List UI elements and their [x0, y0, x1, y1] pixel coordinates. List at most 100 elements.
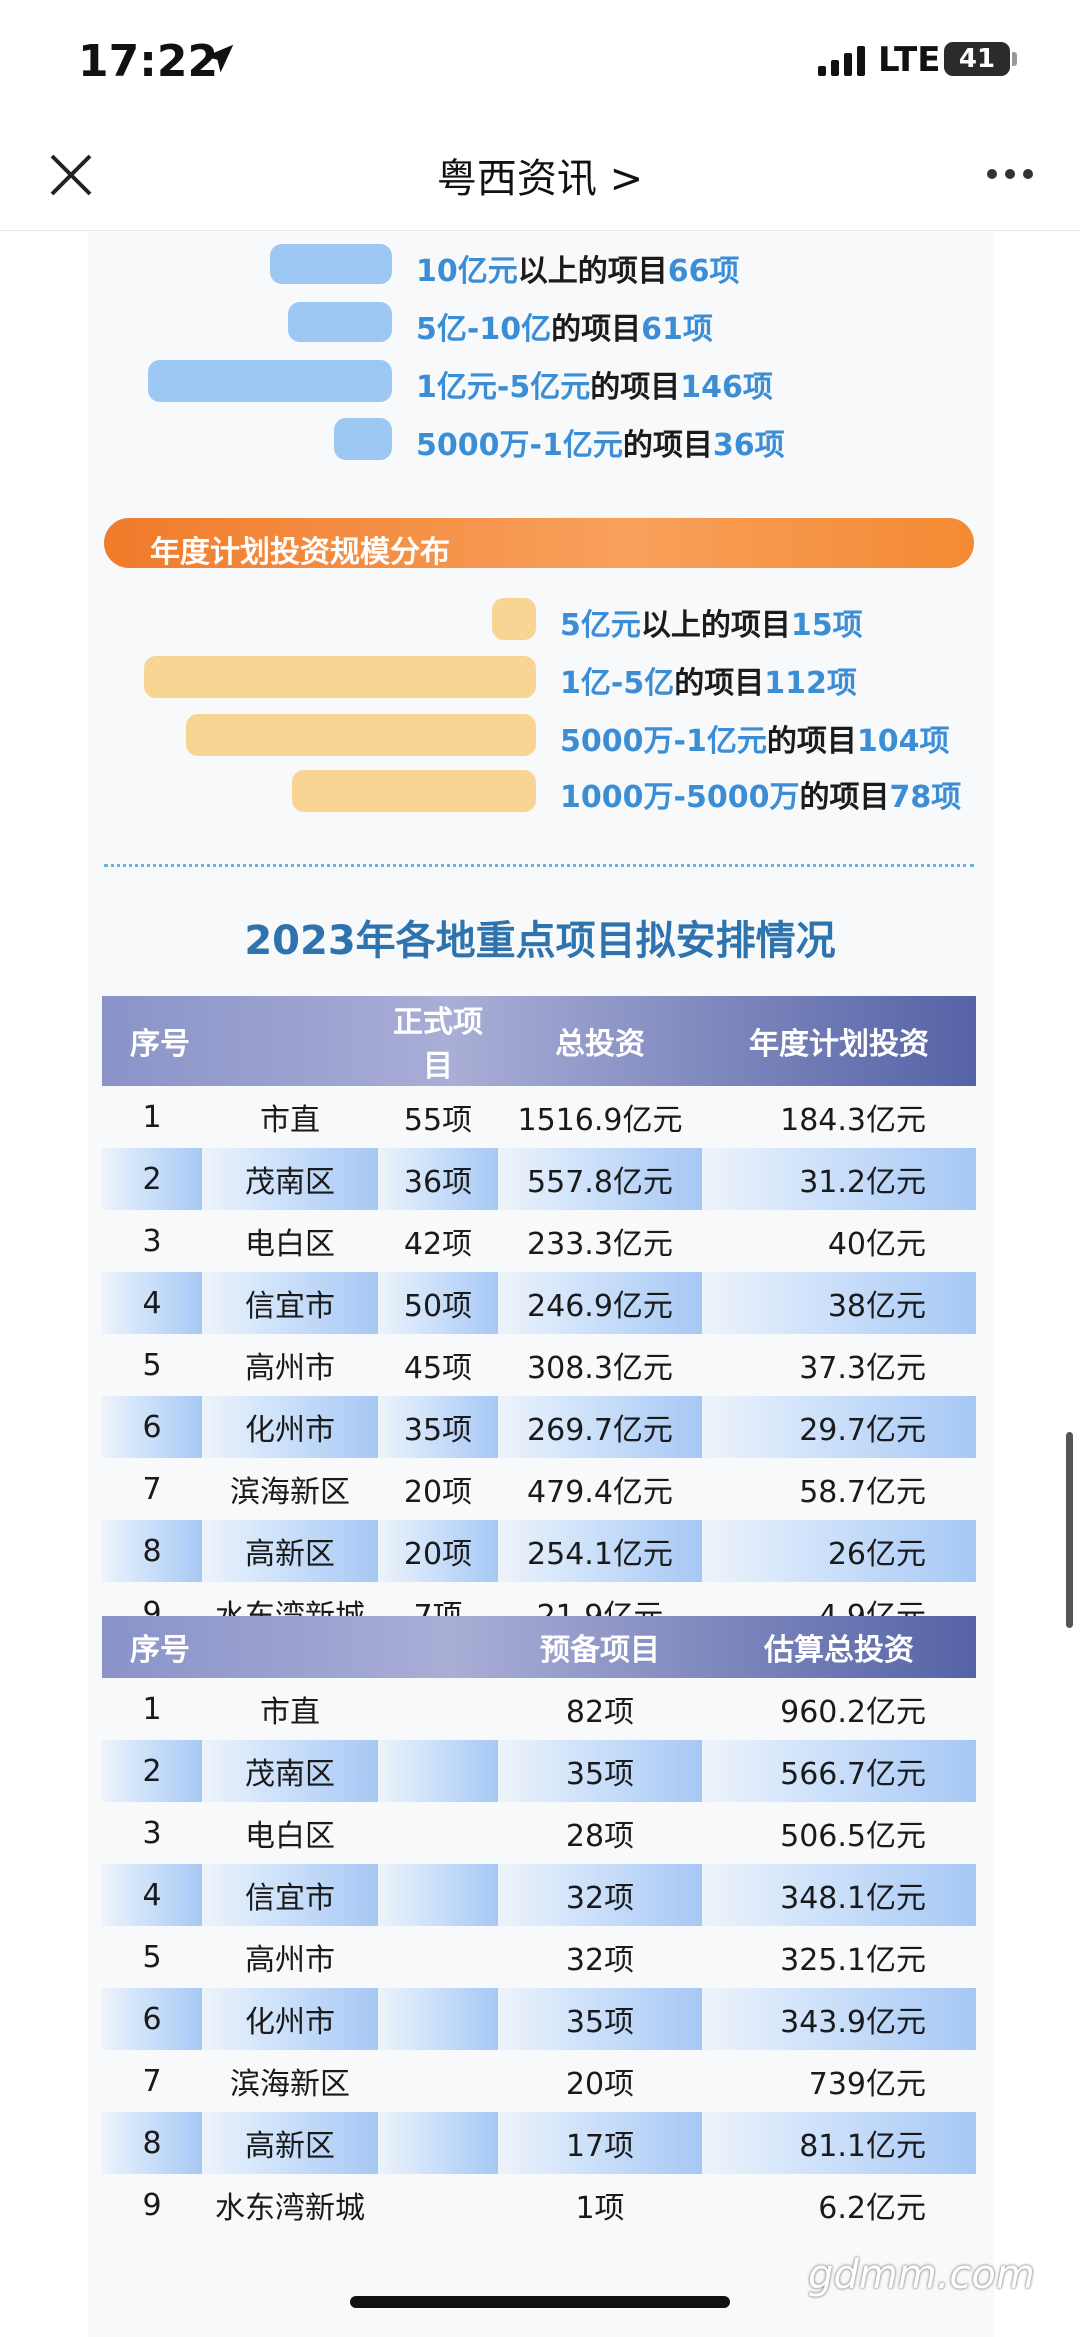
- cell-region: 电白区: [245, 1227, 335, 1262]
- cell-region: 滨海新区: [230, 2067, 350, 2102]
- cell-index: 8: [102, 1520, 202, 1582]
- battery-tip: [1012, 52, 1017, 66]
- cell-index: 9: [142, 1595, 162, 1631]
- table-row: 2 茂南区 36项 557.8亿元 31.2亿元: [102, 1148, 976, 1210]
- account-title-link[interactable]: 粤西资讯 >: [436, 156, 644, 202]
- cell-total-investment: 21.9亿元: [536, 1599, 664, 1634]
- cell-total-investment: 233.3亿元: [527, 1227, 673, 1262]
- cell-total-investment: 479.4亿元: [527, 1475, 673, 1510]
- cell-index: 2: [102, 1740, 202, 1802]
- table-row: 4 信宜市 32项 348.1亿元: [102, 1864, 976, 1926]
- table-row: 4 信宜市 50项 246.9亿元 38亿元: [102, 1272, 976, 1334]
- table-header: 序号 预备项目 估算总投资: [102, 1616, 976, 1678]
- cell-reserve-count: 28项: [565, 1819, 635, 1854]
- annual-scale-bar: [492, 598, 536, 640]
- cell-estimate-investment: 566.7亿元: [702, 1740, 976, 1802]
- table-row: 9 水东湾新城 7项 21.9亿元 4.9亿元: [102, 1582, 976, 1644]
- cell-region: 高州市: [245, 1351, 335, 1386]
- invest-scale-label: 1亿元-5亿元的项目146项: [416, 370, 773, 405]
- cell-formal-count: 36项: [378, 1148, 498, 1210]
- cell-region: 电白区: [245, 1819, 335, 1854]
- annual-scale-label: 5亿元以上的项目15项: [560, 608, 863, 643]
- cell-index: 3: [142, 1223, 162, 1259]
- annual-plan-banner: 年度计划投资规模分布: [104, 518, 974, 570]
- table-row: 6 化州市 35项 269.7亿元 29.7亿元: [102, 1396, 976, 1458]
- table-row: 7 滨海新区 20项 739亿元: [102, 2050, 976, 2112]
- cell-annual-investment: 184.3亿元: [780, 1103, 926, 1138]
- battery-icon: 41: [944, 42, 1010, 76]
- cell-annual-investment: 26亿元: [702, 1520, 976, 1582]
- cell-index: 4: [102, 1864, 202, 1926]
- signal-icon: [818, 46, 865, 76]
- cell-region: 信宜市: [202, 1272, 378, 1334]
- annual-scale-bar: [292, 770, 536, 812]
- cell-reserve-count: 20项: [565, 2067, 635, 2102]
- cell-region: 化州市: [202, 1988, 378, 2050]
- cell-reserve-count: 35项: [498, 1740, 702, 1802]
- annual-scale-label: 5000万-1亿元的项目104项: [560, 724, 950, 759]
- close-icon[interactable]: [48, 152, 94, 198]
- cell-estimate-investment: 343.9亿元: [702, 1988, 976, 2050]
- table-row: 3 电白区 28项 506.5亿元: [102, 1802, 976, 1864]
- header-index: 序号: [130, 1633, 190, 1668]
- cell-region: 高州市: [245, 1943, 335, 1978]
- invest-scale-label: 5000万-1亿元的项目36项: [416, 428, 785, 463]
- cell-annual-investment: 38亿元: [702, 1272, 976, 1334]
- cell-total-investment: 308.3亿元: [527, 1351, 673, 1386]
- cell-region: 茂南区: [202, 1740, 378, 1802]
- annual-scale-label: 1亿-5亿的项目112项: [560, 666, 857, 701]
- home-indicator[interactable]: [350, 2296, 730, 2308]
- cell-index: 2: [102, 1148, 202, 1210]
- table-row: 8 高新区 17项 81.1亿元: [102, 2112, 976, 2174]
- scrollbar[interactable]: [1066, 1432, 1073, 1628]
- cell-estimate-investment: 6.2亿元: [818, 2191, 926, 2226]
- invest-scale-bar: [270, 244, 392, 284]
- cell-index: 4: [102, 1272, 202, 1334]
- cell-formal-count: 7项: [413, 1599, 463, 1634]
- cell-annual-investment: 40亿元: [827, 1227, 926, 1262]
- header-estimate: 估算总投资: [764, 1633, 914, 1668]
- cell-index: 5: [142, 1939, 162, 1975]
- cell-region: 化州市: [202, 1396, 378, 1458]
- status-time: 17:22: [78, 36, 219, 87]
- cell-estimate-investment: 348.1亿元: [702, 1864, 976, 1926]
- cell-estimate-investment: 960.2亿元: [780, 1695, 926, 1730]
- cell-spacer: [378, 1864, 498, 1926]
- cell-estimate-investment: 739亿元: [808, 2067, 926, 2102]
- cell-formal-count: 20项: [378, 1520, 498, 1582]
- cell-region: 茂南区: [202, 1148, 378, 1210]
- cell-region: 高新区: [202, 1520, 378, 1582]
- cell-spacer: [378, 1926, 498, 1988]
- main-title: 2023年各地重点项目拟安排情况: [244, 918, 836, 964]
- more-options-icon[interactable]: [986, 168, 1034, 180]
- cell-index: 9: [142, 2187, 162, 2223]
- article-content[interactable]: 10亿元以上的项目66项 5亿-10亿的项目61项 1亿元-5亿元的项目146项…: [0, 232, 1080, 2337]
- cell-region: 滨海新区: [230, 1475, 350, 1510]
- cell-spacer: [378, 2112, 498, 2174]
- header-reserve: 预备项目: [540, 1633, 660, 1668]
- cell-annual-investment: 58.7亿元: [799, 1475, 926, 1510]
- cell-index: 7: [142, 1471, 162, 1507]
- cell-region: 水东湾新城: [215, 1599, 365, 1634]
- cell-total-investment: 557.8亿元: [498, 1148, 702, 1210]
- cell-annual-investment: 29.7亿元: [702, 1396, 976, 1458]
- cell-index: 5: [142, 1347, 162, 1383]
- cell-reserve-count: 82项: [565, 1695, 635, 1730]
- table-row: 6 化州市 35项 343.9亿元: [102, 1988, 976, 2050]
- invest-scale-bar: [334, 418, 392, 460]
- cell-total-investment: 1516.9亿元: [517, 1103, 683, 1138]
- network-type: LTE: [878, 40, 941, 80]
- cell-estimate-investment: 506.5亿元: [780, 1819, 926, 1854]
- table-row: 7 滨海新区 20项 479.4亿元 58.7亿元: [102, 1458, 976, 1520]
- cell-formal-count: 20项: [403, 1475, 473, 1510]
- table-row: 9 水东湾新城 1项 6.2亿元: [102, 2174, 976, 2236]
- header-annual: 年度计划投资: [749, 1027, 929, 1062]
- cell-total-investment: 246.9亿元: [498, 1272, 702, 1334]
- location-arrow-icon: [204, 44, 234, 73]
- cell-formal-count: 55项: [403, 1103, 473, 1138]
- cell-annual-investment: 31.2亿元: [702, 1148, 976, 1210]
- cell-region: 水东湾新城: [215, 2191, 365, 2226]
- table-row: 8 高新区 20项 254.1亿元 26亿元: [102, 1520, 976, 1582]
- annual-scale-bar: [144, 656, 536, 698]
- formal-projects-table: 序号 正式项目 总投资 年度计划投资 1 市直 55项 1516.9亿元 184.3亿元…: [102, 996, 976, 1644]
